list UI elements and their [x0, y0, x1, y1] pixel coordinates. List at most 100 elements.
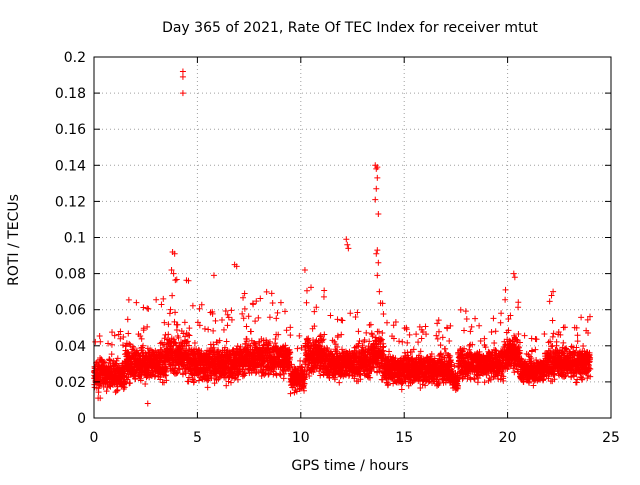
data-point [554, 339, 560, 345]
data-point [363, 330, 369, 336]
data-point [221, 327, 227, 333]
data-point [224, 322, 230, 328]
data-point [109, 329, 115, 335]
data-point [304, 288, 310, 294]
data-point [442, 346, 448, 352]
data-point [498, 320, 504, 326]
data-point [550, 317, 556, 323]
data-point [435, 336, 441, 342]
data-point [239, 311, 245, 317]
data-point [304, 300, 310, 306]
data-point [511, 369, 517, 375]
data-point [255, 315, 261, 321]
data-point [270, 300, 276, 306]
data-point [288, 391, 294, 397]
data-point [172, 309, 178, 315]
data-point [534, 336, 540, 342]
data-point [97, 333, 103, 339]
data-point [491, 340, 497, 346]
data-point [153, 297, 159, 303]
data-point [160, 296, 166, 302]
data-point [423, 323, 429, 329]
data-point [224, 339, 230, 345]
data-point [125, 330, 131, 336]
data-point [335, 333, 341, 339]
data-point [355, 328, 361, 334]
data-point [140, 305, 146, 311]
data-point [386, 348, 392, 354]
data-point [243, 324, 249, 330]
data-point [104, 388, 110, 394]
data-point [242, 290, 248, 296]
data-point [529, 347, 535, 353]
data-point [144, 324, 150, 330]
data-point [317, 372, 323, 378]
data-point [467, 328, 473, 334]
data-point [205, 327, 211, 333]
data-point [413, 331, 419, 337]
data-point [327, 313, 333, 319]
data-point [549, 292, 555, 298]
data-point [399, 386, 405, 392]
data-point [458, 307, 464, 313]
data-point [269, 290, 275, 296]
data-point [407, 332, 413, 338]
data-point [463, 308, 469, 314]
data-point [467, 343, 473, 349]
data-point [112, 333, 118, 339]
data-point [139, 336, 145, 342]
data-point [415, 339, 421, 345]
data-point [396, 338, 402, 344]
data-point [228, 307, 234, 313]
data-point [142, 381, 148, 387]
data-point [186, 325, 192, 331]
data-point [133, 300, 139, 306]
data-point [296, 333, 302, 339]
data-point [126, 297, 132, 303]
data-point [438, 342, 444, 348]
data-point [275, 310, 281, 316]
data-point [97, 339, 103, 345]
data-point [339, 317, 345, 323]
data-point [335, 316, 341, 322]
data-point [278, 300, 284, 306]
data-point [174, 327, 180, 333]
data-point [210, 328, 216, 334]
data-point [551, 330, 557, 336]
data-point [242, 306, 248, 312]
data-point [114, 388, 120, 394]
data-point [436, 317, 442, 323]
data-point [287, 332, 293, 338]
data-point [461, 328, 467, 334]
data-point [202, 326, 208, 332]
data-point [264, 289, 270, 295]
data-point [213, 318, 219, 324]
data-point [347, 310, 353, 316]
data-point [284, 327, 290, 333]
data-point [476, 323, 482, 329]
data-point [446, 338, 452, 344]
data-point [168, 307, 174, 313]
data-point [145, 306, 151, 312]
data-point [440, 334, 446, 340]
data-point [272, 336, 278, 342]
data-point [248, 328, 254, 334]
data-point [219, 317, 225, 323]
data-point [240, 295, 246, 301]
data-point [515, 299, 521, 305]
data-point [464, 316, 470, 322]
data-point [384, 320, 390, 326]
data-point [109, 342, 115, 348]
data-point [273, 315, 279, 321]
data-point [436, 329, 442, 335]
data-point [287, 324, 293, 330]
data-point [127, 380, 133, 386]
data-point [472, 316, 478, 322]
data-point [144, 305, 150, 311]
data-point [169, 293, 175, 299]
data-point [433, 333, 439, 339]
data-point [489, 329, 495, 335]
data-point [336, 380, 342, 386]
